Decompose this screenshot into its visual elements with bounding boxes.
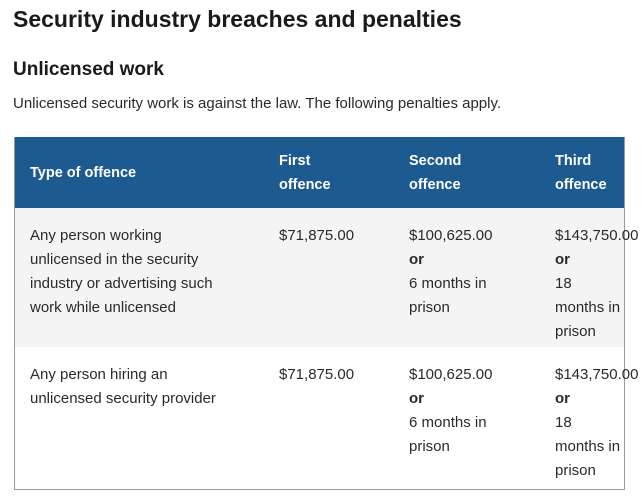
third-offence-prison-line: 18 months in bbox=[555, 414, 621, 455]
third-offence-prison-line: prison bbox=[555, 323, 596, 340]
cell-third-offence: $143,750.00 or 18 months in prison bbox=[539, 208, 639, 347]
header-second-line1: Second bbox=[409, 152, 462, 169]
cell-third-offence: $143,750.00 or 18 months in prison bbox=[539, 347, 639, 489]
offence-type-line: Any person hiring an bbox=[30, 366, 168, 383]
second-offence-prison-line: 6 months in bbox=[409, 275, 487, 292]
offence-type-line: Any person working bbox=[30, 227, 162, 244]
second-offence-prison-line: prison bbox=[409, 438, 450, 455]
cell-first-offence: $71,875.00 bbox=[263, 208, 394, 347]
table-header: Type of offence First offence Second off… bbox=[15, 137, 624, 208]
offence-type-line: unlicensed security provider bbox=[30, 390, 216, 407]
section-intro: Unlicensed security work is against the … bbox=[13, 95, 502, 112]
header-second-line2: offence bbox=[409, 176, 461, 193]
header-first-line2: offence bbox=[279, 176, 331, 193]
table-header-row: Type of offence First offence Second off… bbox=[15, 137, 624, 208]
third-offence-amount: $143,750.00 bbox=[555, 227, 639, 244]
cell-offence-type: Any person working unlicensed in the sec… bbox=[15, 208, 263, 347]
header-third-label: Third offence bbox=[555, 152, 607, 193]
second-offence-or: or bbox=[409, 390, 424, 407]
table-row: Any person working unlicensed in the sec… bbox=[15, 208, 639, 347]
offence-type-line: industry or advertising such bbox=[30, 275, 213, 292]
second-offence-prison-line: prison bbox=[409, 299, 450, 316]
first-offence-amount: $71,875.00 bbox=[279, 366, 355, 383]
offence-type-line: unlicensed in the security bbox=[30, 251, 199, 268]
table-body: Any person working unlicensed in the sec… bbox=[15, 208, 639, 489]
cell-offence-type: Any person hiring an unlicensed security… bbox=[15, 347, 263, 489]
header-first-line1: First bbox=[279, 152, 311, 169]
header-second-offence: Second offence bbox=[394, 137, 539, 208]
offence-type-line: work while unlicensed bbox=[30, 299, 176, 316]
third-offence-prison-line: 18 months in bbox=[555, 275, 621, 316]
first-offence-amount: $71,875.00 bbox=[279, 227, 355, 244]
header-first-offence: First offence bbox=[263, 137, 394, 208]
cell-second-offence: $100,625.00 or 6 months in prison bbox=[394, 347, 539, 489]
cell-first-offence: $71,875.00 bbox=[263, 347, 394, 489]
third-offence-or: or bbox=[555, 251, 570, 268]
third-offence-or: or bbox=[555, 390, 570, 407]
penalties-table: Type of offence First offence Second off… bbox=[15, 137, 639, 489]
cell-second-offence: $100,625.00 or 6 months in prison bbox=[394, 208, 539, 347]
third-offence-amount: $143,750.00 bbox=[555, 366, 639, 383]
table-row: Any person hiring an unlicensed security… bbox=[15, 347, 639, 489]
second-offence-amount: $100,625.00 bbox=[409, 366, 493, 383]
page-title: Security industry breaches and penalties bbox=[13, 6, 462, 32]
page: Security industry breaches and penalties… bbox=[0, 0, 644, 114]
third-offence-prison-line: prison bbox=[555, 462, 596, 479]
section-title: Unlicensed work bbox=[13, 59, 164, 80]
header-type-label: Type of offence bbox=[30, 164, 137, 181]
header-type-of-offence: Type of offence bbox=[15, 137, 263, 208]
header-third-offence: Third offence bbox=[539, 137, 624, 208]
second-offence-or: or bbox=[409, 251, 424, 268]
penalties-table-container: Type of offence First offence Second off… bbox=[14, 137, 639, 490]
second-offence-amount: $100,625.00 bbox=[409, 227, 493, 244]
second-offence-prison-line: 6 months in bbox=[409, 414, 487, 431]
